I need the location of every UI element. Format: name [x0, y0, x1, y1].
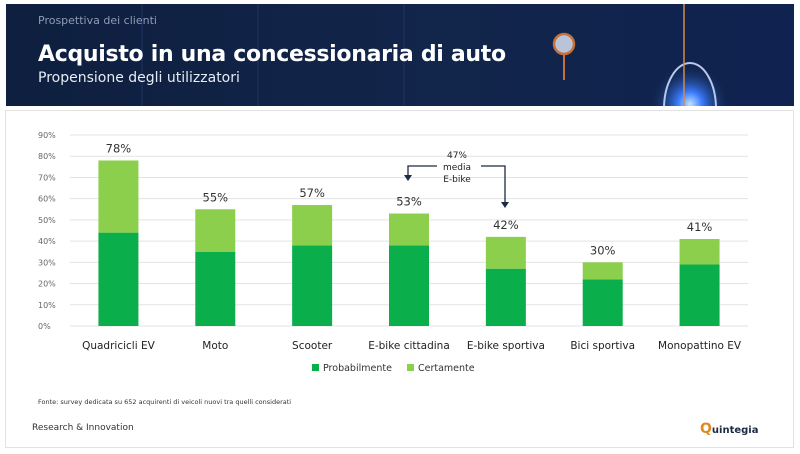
arrow-left: [407, 165, 437, 176]
bar-certamente: [485, 236, 526, 269]
bar-probabilmente: [582, 279, 623, 326]
source-note: Fonte: survey dedicata su 652 acquirenti…: [38, 398, 292, 406]
total-label: 30%: [590, 243, 616, 257]
logo-q-icon: Q: [700, 421, 712, 437]
bar-certamente: [389, 213, 429, 246]
x-category-label: Scooter: [292, 340, 333, 352]
y-tick-label: 70%: [38, 173, 56, 182]
annotation-line: E-bike: [443, 175, 471, 185]
bar-certamente: [292, 205, 333, 246]
bar-certamente: [679, 238, 720, 265]
y-tick-label: 0%: [38, 322, 51, 331]
y-tick-label: 60%: [38, 195, 56, 204]
x-category-label: Moto: [202, 340, 228, 352]
y-tick-label: 50%: [38, 216, 56, 225]
x-category-label: Monopattino EV: [658, 340, 742, 352]
legend: Probabilmente Certamente: [312, 363, 475, 374]
page-title: Acquisto in una concessionaria di auto: [38, 42, 506, 67]
arrowhead-right: [501, 202, 509, 208]
legend-label: Certamente: [418, 363, 475, 374]
decorative-lights: [141, 4, 730, 106]
total-label: 53%: [396, 195, 422, 209]
bar-probabilmente: [679, 264, 720, 326]
ebike-average-annotation: 47% media E-bike: [404, 151, 509, 208]
quintegia-logo: Quintegia: [700, 421, 759, 437]
x-category-label: E-bike cittadina: [368, 340, 450, 352]
page-subtitle: Propensione degli utilizzatori: [38, 70, 240, 86]
x-category-label: Bici sportiva: [570, 340, 635, 352]
bar-certamente: [98, 160, 139, 233]
x-category-label: Quadricicli EV: [82, 340, 156, 352]
annotation-line: media: [443, 163, 471, 173]
y-tick-label: 30%: [38, 258, 56, 267]
y-tick-label: 10%: [38, 301, 56, 310]
header-banner: Prospettiva dei clienti Acquisto in una …: [6, 4, 794, 106]
total-label: 42%: [493, 218, 519, 232]
header-kicker: Prospettiva dei clienti: [38, 14, 157, 27]
arrowhead-left: [404, 175, 412, 181]
legend-swatch-certamente: [407, 364, 414, 371]
total-label: 55%: [203, 190, 229, 204]
total-label: 41%: [687, 220, 713, 234]
bar-probabilmente: [292, 245, 333, 326]
x-category-label: E-bike sportiva: [467, 340, 545, 352]
chart-panel: [5, 110, 794, 448]
bar-probabilmente: [389, 245, 429, 326]
bar-certamente: [582, 262, 623, 280]
legend-label: Probabilmente: [323, 363, 392, 374]
y-tick-label: 40%: [38, 237, 56, 246]
legend-swatch-probabilmente: [312, 364, 319, 371]
bar-probabilmente: [485, 268, 526, 326]
annotation-line: 47%: [447, 151, 467, 161]
bar-probabilmente: [195, 251, 236, 326]
y-tick-label: 20%: [38, 280, 56, 289]
bar-certamente: [195, 209, 236, 252]
total-label: 78%: [106, 141, 132, 155]
y-tick-label: 90%: [38, 131, 56, 140]
y-tick-label: 80%: [38, 152, 56, 161]
bar-probabilmente: [98, 232, 139, 326]
department-label: Research & Innovation: [32, 423, 134, 433]
arrow-right: [481, 165, 506, 203]
total-label: 57%: [299, 186, 325, 200]
